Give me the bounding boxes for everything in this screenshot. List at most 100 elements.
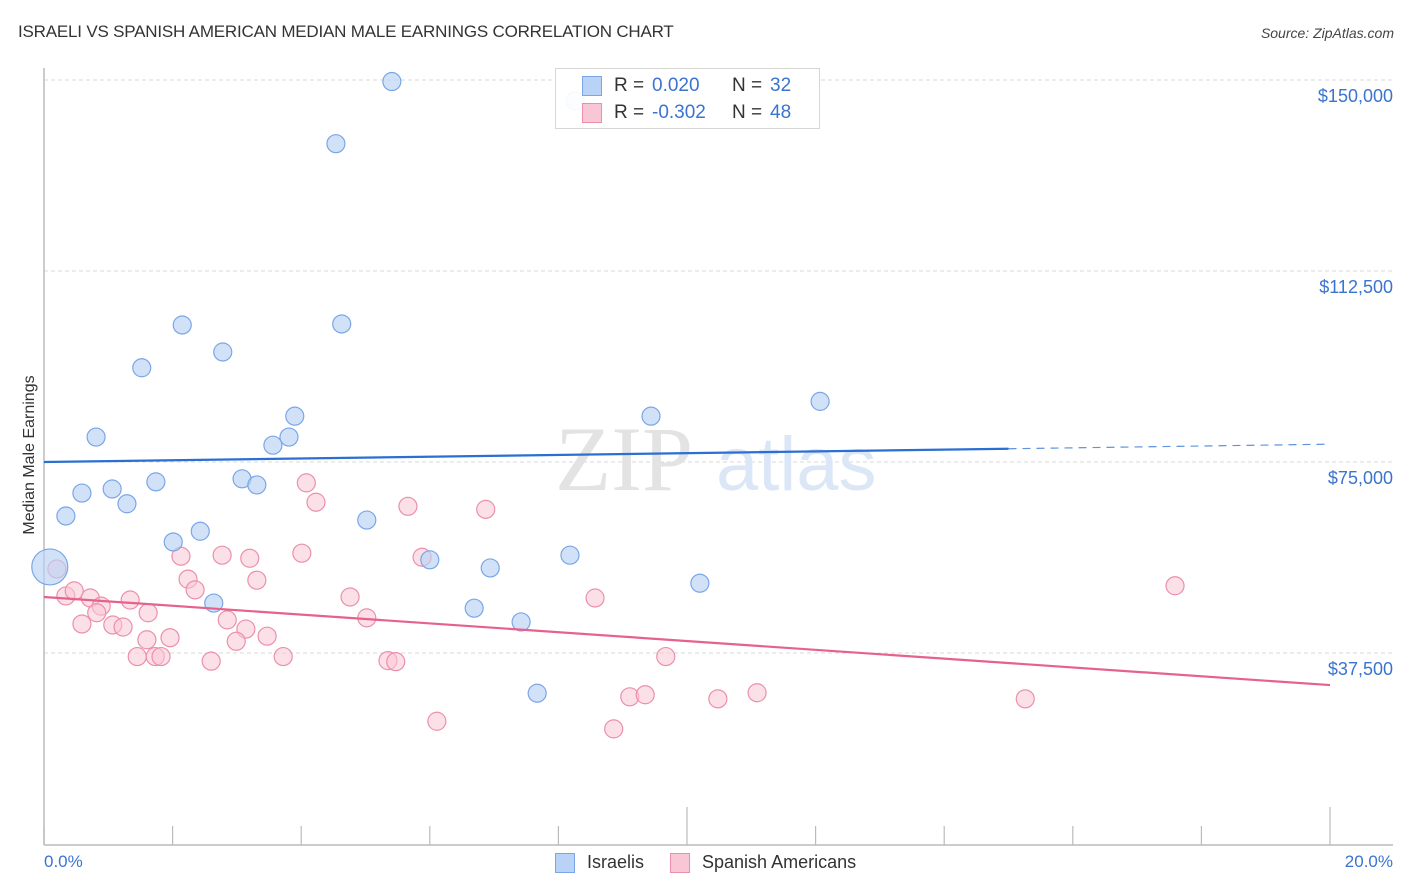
legend-label-spanish-americans: Spanish Americans [702,852,857,872]
n-label: N = [732,102,763,123]
data-point [56,506,76,526]
data-point [201,651,221,671]
data-point [427,711,447,731]
y-tick-112500: $112,500 [1319,277,1393,297]
y-tick-150000: $150,000 [1317,86,1393,106]
data-point [279,427,299,447]
svg-text:ZIP: ZIP [555,408,693,510]
data-point [476,499,496,519]
data-point [217,610,237,630]
x-tick-max: 20.0% [1344,852,1393,871]
data-point [273,646,293,667]
israelis-trend-line [43,447,1009,464]
data-point [132,358,152,378]
watermark: ZIP atlas [555,408,877,510]
data-point [86,427,106,447]
data-point [420,550,440,570]
data-point [185,580,205,600]
data-point [240,548,260,568]
data-point [247,475,267,495]
israelis-swatch-icon [582,76,602,96]
data-point [117,494,137,514]
data-point [72,614,92,634]
data-point [332,314,352,334]
spanish-americans-swatch-icon [582,103,602,123]
data-point [226,631,246,651]
legend-item-israelis: Israelis [555,852,644,873]
data-point [102,479,122,499]
data-point [247,570,267,590]
axes [43,68,1393,846]
data-point [560,545,580,565]
data-point [340,587,360,607]
spanish-americans-trend-line [43,595,1331,687]
data-point [1165,576,1185,596]
legend-item-spanish-americans: Spanish Americans [670,852,856,873]
data-point [292,543,312,563]
legend-label-israelis: Israelis [587,852,645,872]
data-point [382,71,402,92]
data-point [1015,689,1035,709]
data-point [511,612,531,632]
r-label: R = [614,75,645,96]
data-point [72,483,92,503]
data-point [641,406,661,426]
spanish-americans-points [47,473,1185,739]
data-point [146,472,166,492]
data-point [190,521,210,541]
r-value: -0.302 [652,102,706,123]
israelis-legend-swatch-icon [555,852,575,873]
data-point [87,603,107,623]
data-point [172,315,192,335]
n-value: 48 [770,102,792,123]
data-point [690,573,710,593]
data-point [160,628,180,648]
data-point [31,548,69,586]
data-point [398,496,418,516]
data-point [656,646,676,667]
data-point [127,646,147,667]
data-point [137,630,157,650]
legend-row-spanish-americans: R = -0.302 N = 48 [582,101,791,125]
data-point [296,473,316,493]
data-point [257,626,277,646]
svg-text:atlas: atlas [716,422,877,507]
israelis-points [31,71,830,703]
data-point [480,558,500,578]
y-tick-75000: $75,000 [1327,468,1393,488]
data-point [386,652,406,672]
data-point [708,689,728,709]
data-point [285,406,305,426]
data-point [585,588,605,608]
r-label: R = [614,102,645,123]
y-tick-37500: $37,500 [1327,659,1393,679]
spanish-americans-legend-swatch-icon [670,852,691,873]
correlation-legend: R = 0.020 N = 32 R = -0.302 N = 48 [555,68,820,129]
trend-lines [43,443,1331,687]
data-point [263,435,283,455]
data-point [213,342,233,362]
legend-row-israelis: R = 0.020 N = 32 [582,74,791,98]
series-legend: Israelis Spanish Americans [555,852,882,873]
data-point [120,590,140,610]
data-point [326,134,346,154]
r-value: 0.020 [652,75,700,96]
n-label: N = [732,75,763,96]
data-point [604,719,624,739]
israelis-trend-extension [1008,443,1331,450]
x-tick-min: 0.0% [44,852,83,871]
data-point [64,581,84,601]
data-point [810,391,830,411]
data-point [138,603,158,623]
source-label: Source: ZipAtlas.com [1260,25,1394,41]
data-point [464,598,484,618]
data-point [635,685,655,705]
data-point [747,683,767,703]
data-point [527,683,547,703]
chart-title: ISRAELI VS SPANISH AMERICAN MEDIAN MALE … [18,22,674,41]
data-point [163,532,183,552]
data-point [306,492,326,512]
data-point [151,646,171,667]
data-point [357,510,377,530]
